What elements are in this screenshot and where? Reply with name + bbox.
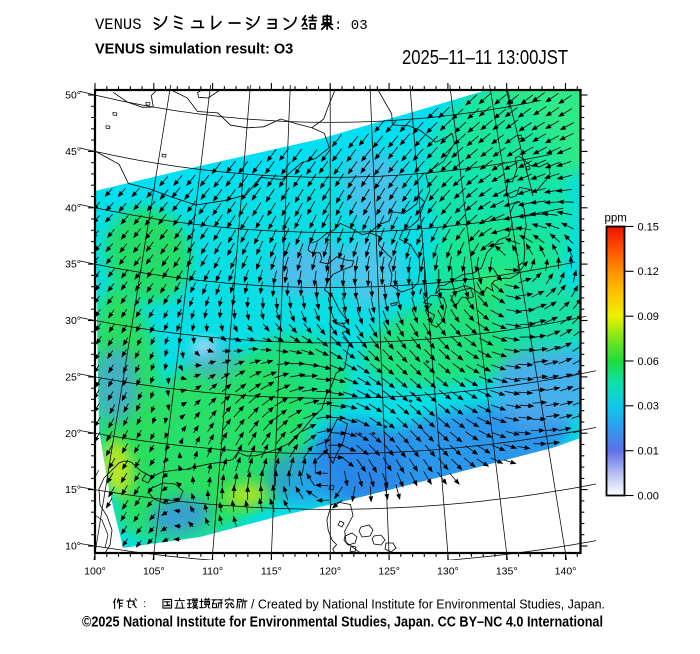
svg-text:130°: 130°	[437, 566, 459, 578]
svg-text:10°: 10°	[65, 541, 81, 553]
svg-text:0.06: 0.06	[638, 356, 659, 368]
svg-text:100°: 100°	[84, 566, 106, 578]
svg-text:25°: 25°	[65, 372, 81, 384]
svg-text:125°: 125°	[378, 566, 400, 578]
svg-text:120°: 120°	[319, 566, 341, 578]
svg-text:VENUS simulation result: O3: VENUS simulation result: O3	[95, 42, 293, 58]
svg-text:0.01: 0.01	[638, 446, 659, 458]
svg-text:0.15: 0.15	[638, 221, 659, 233]
svg-text:30°: 30°	[65, 315, 81, 327]
svg-text:140°: 140°	[555, 566, 577, 578]
svg-text:35°: 35°	[65, 259, 81, 271]
svg-text:0.03: 0.03	[638, 401, 659, 413]
svg-text:40°: 40°	[65, 202, 81, 214]
svg-text:0.12: 0.12	[638, 266, 659, 278]
svg-text:©2025 National Institute for E: ©2025 National Institute for Environment…	[82, 615, 603, 631]
svg-text:50°: 50°	[65, 90, 81, 102]
svg-text:0.09: 0.09	[638, 311, 659, 323]
svg-text:0.00: 0.00	[638, 490, 659, 502]
svg-text:VENUS: VENUS	[95, 16, 142, 34]
svg-text:135°: 135°	[496, 566, 518, 578]
svg-text:115°: 115°	[261, 566, 282, 578]
svg-text:105°: 105°	[143, 566, 165, 578]
svg-text:20°: 20°	[65, 428, 81, 440]
svg-text:2025–11–11 13:00JST: 2025–11–11 13:00JST	[402, 47, 568, 69]
svg-text:45°: 45°	[65, 146, 81, 158]
svg-text:: 03: : 03	[334, 18, 368, 34]
svg-text:ppm: ppm	[605, 213, 627, 225]
svg-text:15°: 15°	[65, 484, 81, 496]
svg-text:/ Created by National Institut: / Created by National Institute for Envi…	[251, 597, 605, 612]
svg-text:110°: 110°	[202, 566, 223, 578]
